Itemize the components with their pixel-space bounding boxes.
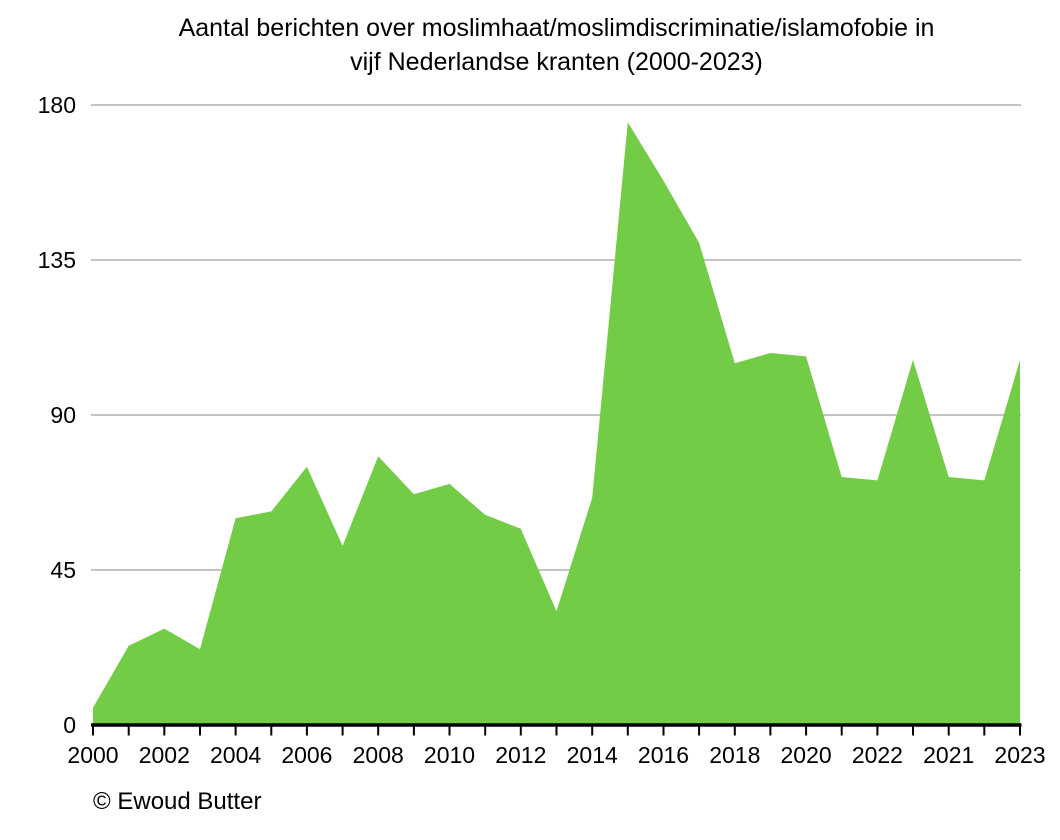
chart-title-line1: Aantal berichten over moslimhaat/moslimd… bbox=[178, 14, 935, 42]
x-axis-tick-label: 2020 bbox=[781, 742, 832, 768]
x-axis-tick-label: 2023 bbox=[994, 742, 1045, 768]
x-axis-tick-label: 2008 bbox=[353, 742, 404, 768]
x-axis-tick-label: 2014 bbox=[567, 742, 618, 768]
chart-title-line2: vijf Nederlandse kranten (2000-2023) bbox=[350, 48, 763, 76]
y-axis-tick-label: 135 bbox=[38, 247, 76, 273]
y-axis-tick-label: 45 bbox=[50, 557, 76, 583]
x-axis-tick-label: 2002 bbox=[139, 742, 190, 768]
x-axis-tick-label: 2004 bbox=[210, 742, 261, 768]
y-axis-tick-label: 0 bbox=[63, 712, 76, 738]
x-axis-tick-label: 2022 bbox=[852, 742, 903, 768]
x-axis-tick-label: 2018 bbox=[709, 742, 760, 768]
copyright-label: © Ewoud Butter bbox=[93, 788, 262, 815]
x-axis-tick-label: 2006 bbox=[281, 742, 332, 768]
area-series bbox=[93, 122, 1020, 725]
x-axis-tick-label: 2016 bbox=[638, 742, 689, 768]
x-axis-tick-label: 2010 bbox=[424, 742, 475, 768]
y-axis-tick-label: 90 bbox=[50, 402, 76, 428]
chart-title: Aantal berichten over moslimhaat/moslimd… bbox=[93, 11, 1020, 79]
x-axis-tick-label: 2021 bbox=[923, 742, 974, 768]
y-axis-tick-label: 180 bbox=[38, 92, 76, 118]
x-axis-tick-label: 2000 bbox=[67, 742, 118, 768]
x-axis-tick-label: 2012 bbox=[495, 742, 546, 768]
